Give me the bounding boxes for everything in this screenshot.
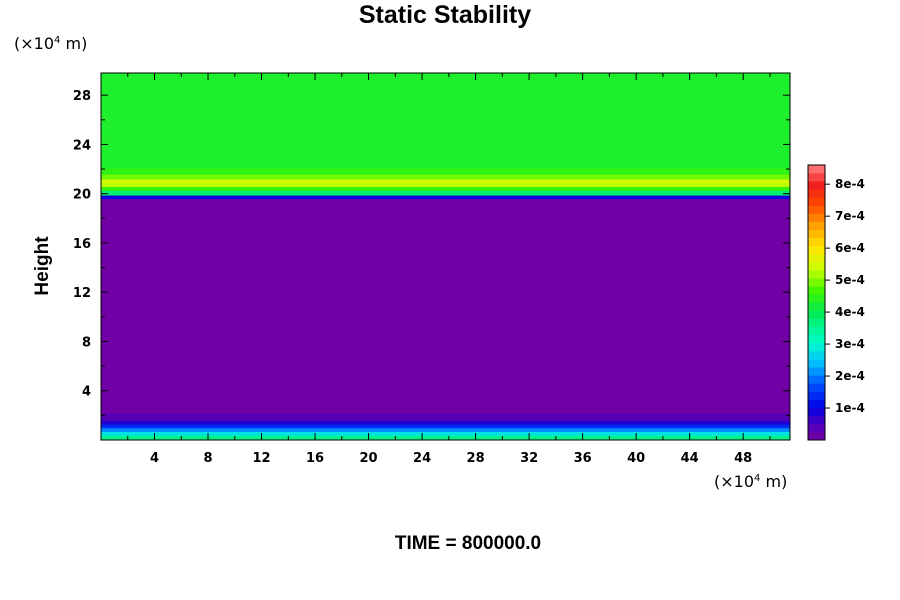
colorbar-segment	[808, 334, 825, 344]
stability-band	[101, 198, 790, 414]
y-unit-prefix: (×10	[14, 34, 54, 53]
x-tick-label: 8	[204, 451, 213, 466]
colorbar-segment	[808, 399, 825, 408]
stability-band	[101, 167, 790, 175]
colorbar-tick-label: 7e-4	[835, 209, 865, 223]
y-unit-exponent: 4	[54, 35, 60, 46]
stability-band	[101, 435, 790, 440]
y-tick-label: 24	[73, 138, 91, 153]
stability-band	[101, 420, 790, 425]
x-tick-label: 4	[150, 451, 159, 466]
colorbar-segment	[808, 359, 825, 368]
colorbar-segment	[808, 367, 825, 376]
colorbar-segment	[808, 318, 825, 328]
y-tick-label: 12	[73, 286, 91, 301]
colorbar-tick-label: 4e-4	[835, 305, 865, 319]
colorbar-segment	[808, 391, 825, 400]
colorbar-tick-label: 8e-4	[835, 177, 865, 191]
colorbar-tick-label: 3e-4	[835, 337, 865, 351]
colorbar-segment	[808, 205, 825, 214]
stability-band	[101, 427, 790, 432]
stability-band	[101, 190, 790, 196]
stability-band	[101, 182, 790, 187]
x-tick-label: 40	[627, 451, 645, 466]
x-tick-label: 36	[574, 451, 592, 466]
x-unit-exponent: 4	[754, 473, 760, 484]
colorbar-segment	[808, 278, 825, 287]
colorbar-segment	[808, 229, 825, 239]
stability-band	[101, 186, 790, 191]
colorbar-segment	[808, 237, 825, 247]
colorbar-segment	[808, 253, 825, 263]
colorbar-segment	[808, 302, 825, 311]
heatmap-field	[101, 73, 790, 440]
x-tick-label: 24	[413, 451, 431, 466]
y-tick-label: 16	[73, 237, 91, 252]
y-tick-label: 28	[73, 89, 91, 104]
y-axis-unit-label: (×104 m)	[14, 34, 87, 53]
colorbar: 1e-4 2e-4 3e-4 4e-4 5e-4 6e-4 7e-4 8e-4	[807, 164, 865, 441]
colorbar-segment	[808, 431, 825, 441]
x-tick-label: 32	[520, 451, 538, 466]
colorbar-segment	[808, 423, 825, 433]
stability-band	[101, 431, 790, 436]
x-tick-label: 16	[306, 451, 324, 466]
stability-band	[101, 412, 790, 421]
chart-title: Static Stability	[359, 1, 531, 29]
colorbar-tick-label: 6e-4	[835, 241, 865, 255]
stability-band	[101, 194, 790, 200]
y-axis-label: Height	[32, 236, 53, 296]
colorbar-segment	[808, 245, 825, 255]
x-tick-label: 48	[734, 451, 752, 466]
x-axis-unit-label: (×104 m)	[714, 472, 787, 491]
colorbar-tick-label: 2e-4	[835, 369, 865, 383]
colorbar-segment	[808, 383, 825, 392]
colorbar-segment	[808, 221, 825, 231]
colorbar-segment	[808, 310, 825, 319]
colorbar-segment	[808, 165, 825, 174]
x-axis: 4 8 12 16 20 24 28 32 36 40 44 48	[127, 73, 771, 466]
stability-band	[101, 173, 790, 180]
colorbar-segment	[808, 262, 825, 271]
colorbar-segment	[808, 189, 825, 198]
x-unit-suffix: m)	[760, 472, 787, 491]
y-tick-label: 8	[82, 335, 91, 350]
stability-band	[101, 178, 790, 184]
y-tick-label: 4	[82, 385, 91, 400]
colorbar-tick-label: 5e-4	[835, 273, 865, 287]
x-tick-label: 12	[252, 451, 270, 466]
colorbar-segment	[808, 270, 825, 279]
colorbar-segment	[808, 351, 825, 360]
x-unit-prefix: (×10	[714, 472, 754, 491]
colorbar-segment	[808, 342, 825, 352]
colorbar-tick-label: 1e-4	[835, 401, 865, 415]
colorbar-segment	[808, 415, 825, 425]
x-tick-label: 44	[681, 451, 699, 466]
colorbar-segment	[808, 197, 825, 206]
colorbar-segment	[808, 173, 825, 182]
plot-frame	[100, 72, 791, 441]
colorbar-segment	[808, 213, 825, 222]
colorbar-segment	[808, 181, 825, 190]
time-label: TIME = 800000.0	[395, 533, 541, 554]
colorbar-segment	[808, 375, 825, 384]
colorbar-segment	[808, 326, 825, 336]
stability-band	[101, 423, 790, 429]
stability-band	[101, 73, 790, 169]
x-tick-label: 28	[467, 451, 485, 466]
y-unit-suffix: m)	[60, 34, 87, 53]
colorbar-frame	[807, 164, 826, 441]
y-axis: 4 8 12 16 20 24 28	[73, 89, 790, 416]
colorbar-segment	[808, 294, 825, 303]
colorbar-segment	[808, 407, 825, 417]
colorbar-segment	[808, 286, 825, 295]
y-tick-label: 20	[73, 188, 91, 203]
x-tick-label: 20	[360, 451, 378, 466]
